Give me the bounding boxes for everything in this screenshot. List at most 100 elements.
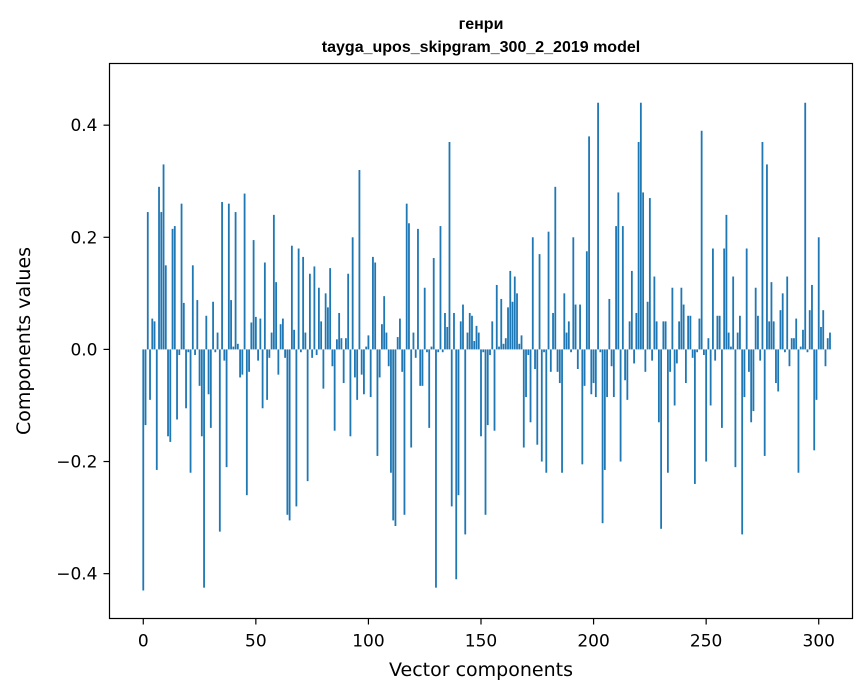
bar bbox=[525, 349, 527, 398]
bar bbox=[459, 321, 462, 350]
y-tick-label: −0.4 bbox=[56, 565, 97, 585]
bar bbox=[628, 321, 631, 350]
bar bbox=[385, 332, 388, 350]
bar bbox=[245, 349, 248, 496]
bar bbox=[770, 282, 773, 350]
plot-frame bbox=[108, 62, 854, 620]
bar bbox=[624, 349, 626, 381]
bar bbox=[419, 349, 422, 386]
bar bbox=[182, 302, 185, 350]
bar bbox=[750, 349, 753, 423]
y-tick-label: 0.4 bbox=[70, 116, 97, 136]
bar bbox=[520, 335, 523, 350]
bar bbox=[254, 316, 257, 350]
bar bbox=[721, 349, 723, 428]
bar bbox=[317, 287, 320, 350]
bar bbox=[552, 312, 554, 350]
bar bbox=[448, 141, 451, 350]
bar bbox=[394, 349, 397, 526]
y-tick-label: 0.2 bbox=[70, 228, 97, 248]
bar bbox=[766, 164, 768, 350]
bar bbox=[338, 312, 341, 350]
bar bbox=[401, 349, 404, 372]
bar bbox=[639, 102, 642, 350]
bar bbox=[142, 349, 145, 591]
bar bbox=[453, 312, 455, 350]
bar bbox=[462, 304, 464, 350]
bar bbox=[799, 346, 802, 350]
bar bbox=[511, 301, 514, 350]
bar bbox=[450, 349, 453, 507]
bar bbox=[194, 349, 196, 356]
bar bbox=[619, 349, 622, 462]
bar bbox=[707, 338, 710, 350]
bar bbox=[164, 265, 167, 350]
bar bbox=[158, 186, 160, 350]
bar bbox=[306, 349, 309, 482]
bar bbox=[531, 237, 534, 350]
bar bbox=[457, 349, 460, 496]
bar bbox=[396, 337, 399, 350]
bar bbox=[477, 332, 480, 350]
bar bbox=[185, 349, 187, 409]
bar bbox=[561, 349, 563, 473]
bar bbox=[734, 349, 737, 468]
bar bbox=[173, 226, 176, 350]
bar bbox=[536, 349, 539, 445]
bar bbox=[281, 318, 284, 350]
bar bbox=[741, 349, 744, 535]
bar bbox=[209, 349, 212, 428]
bar bbox=[374, 262, 377, 350]
bar bbox=[349, 349, 352, 437]
x-axis: 0 50 100 150 200 250 300 bbox=[138, 618, 835, 652]
bar bbox=[635, 312, 638, 350]
bar bbox=[558, 349, 561, 384]
bar bbox=[585, 251, 588, 350]
bar bbox=[475, 325, 478, 350]
bar bbox=[712, 248, 714, 350]
bar bbox=[709, 349, 712, 406]
bar bbox=[678, 321, 681, 350]
bar bbox=[630, 270, 633, 350]
bar bbox=[748, 349, 750, 372]
bar bbox=[308, 273, 311, 350]
bar bbox=[642, 192, 645, 350]
bar bbox=[615, 226, 617, 350]
bar bbox=[196, 300, 199, 350]
bar bbox=[293, 329, 296, 350]
bar bbox=[162, 164, 165, 350]
bar bbox=[155, 349, 158, 470]
bar bbox=[223, 349, 226, 361]
bar bbox=[236, 343, 239, 350]
bar bbox=[745, 248, 748, 350]
bar bbox=[660, 349, 663, 529]
bar bbox=[345, 338, 347, 350]
bar bbox=[167, 349, 169, 437]
bar bbox=[441, 349, 444, 353]
bar bbox=[829, 332, 831, 350]
bar bbox=[784, 349, 786, 353]
bar bbox=[775, 349, 777, 384]
bar bbox=[730, 346, 732, 350]
bar bbox=[484, 349, 487, 515]
bar bbox=[356, 349, 359, 400]
bar bbox=[248, 349, 250, 372]
bar bbox=[563, 293, 566, 350]
bar bbox=[682, 304, 685, 350]
bar bbox=[376, 349, 379, 456]
bar bbox=[495, 284, 498, 350]
bar bbox=[547, 231, 550, 350]
bar bbox=[288, 349, 291, 521]
y-axis-label: Components values bbox=[13, 247, 35, 435]
bar bbox=[426, 349, 428, 353]
bar bbox=[786, 276, 789, 350]
bar bbox=[354, 349, 356, 378]
bar bbox=[331, 349, 334, 367]
bar bbox=[241, 349, 244, 375]
bar bbox=[270, 332, 273, 350]
bar bbox=[626, 349, 629, 400]
bar bbox=[464, 349, 467, 535]
bar bbox=[198, 349, 201, 386]
bar bbox=[340, 338, 343, 350]
